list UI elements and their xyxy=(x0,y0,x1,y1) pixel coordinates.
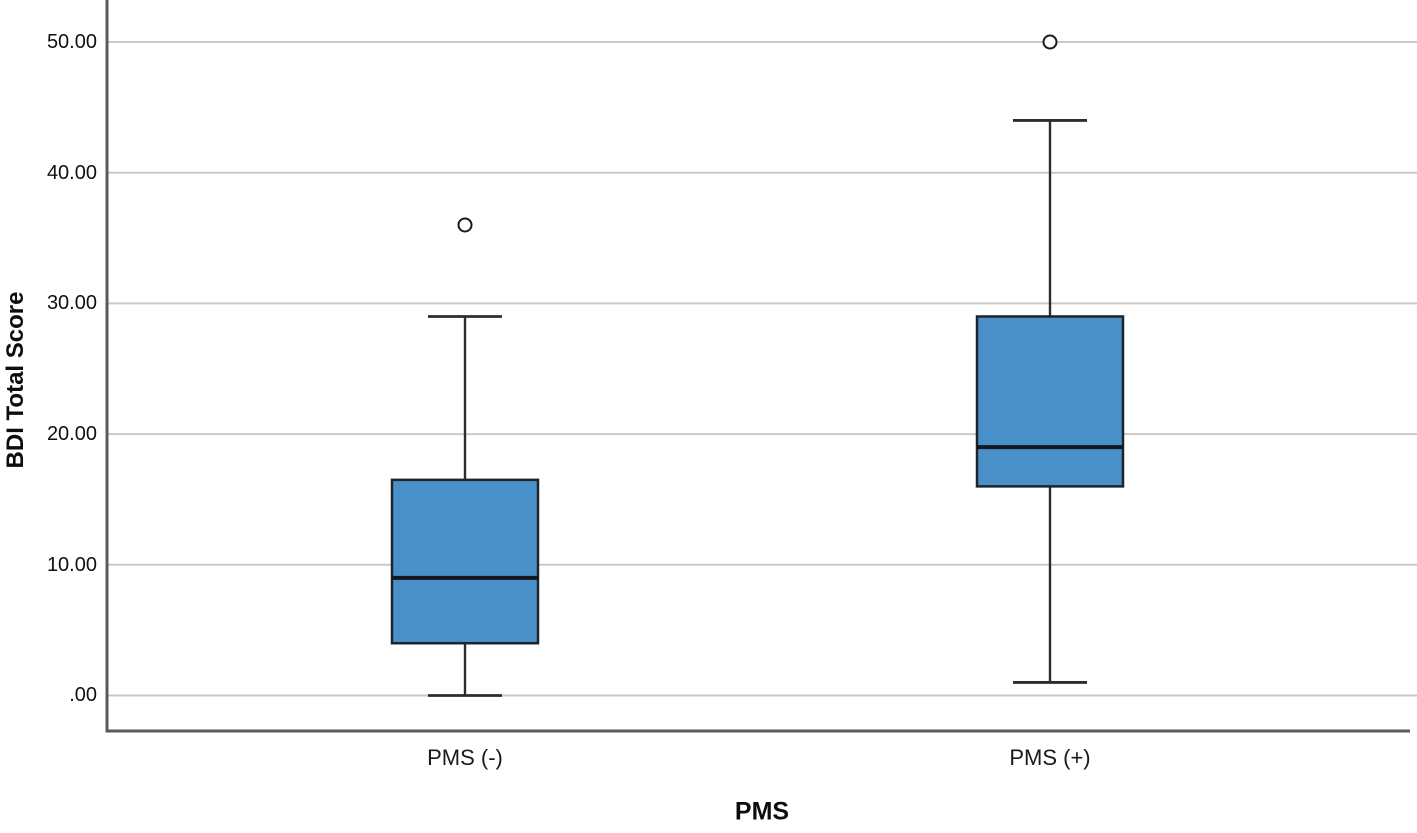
iqr-box xyxy=(975,315,1125,488)
y-tick-label-20: 20.00 xyxy=(46,423,97,445)
y-tick-label-0: .00 xyxy=(69,684,97,706)
y-tick-label-30: 30.00 xyxy=(46,292,97,314)
y-axis-title: BDI Total Score xyxy=(2,291,29,469)
x-axis-title: PMS xyxy=(734,797,790,826)
iqr-box xyxy=(390,478,540,645)
y-tick-label-40: 40.00 xyxy=(46,162,97,184)
x-tick-label-pms-negative: PMS (-) xyxy=(427,745,503,770)
outlier-point xyxy=(1042,34,1058,50)
y-tick-label-10: 10.00 xyxy=(46,554,97,576)
y-tick-label-50: 50.00 xyxy=(46,31,97,53)
outlier-point xyxy=(457,217,473,233)
x-tick-label-pms-positive: PMS (+) xyxy=(1009,745,1091,770)
